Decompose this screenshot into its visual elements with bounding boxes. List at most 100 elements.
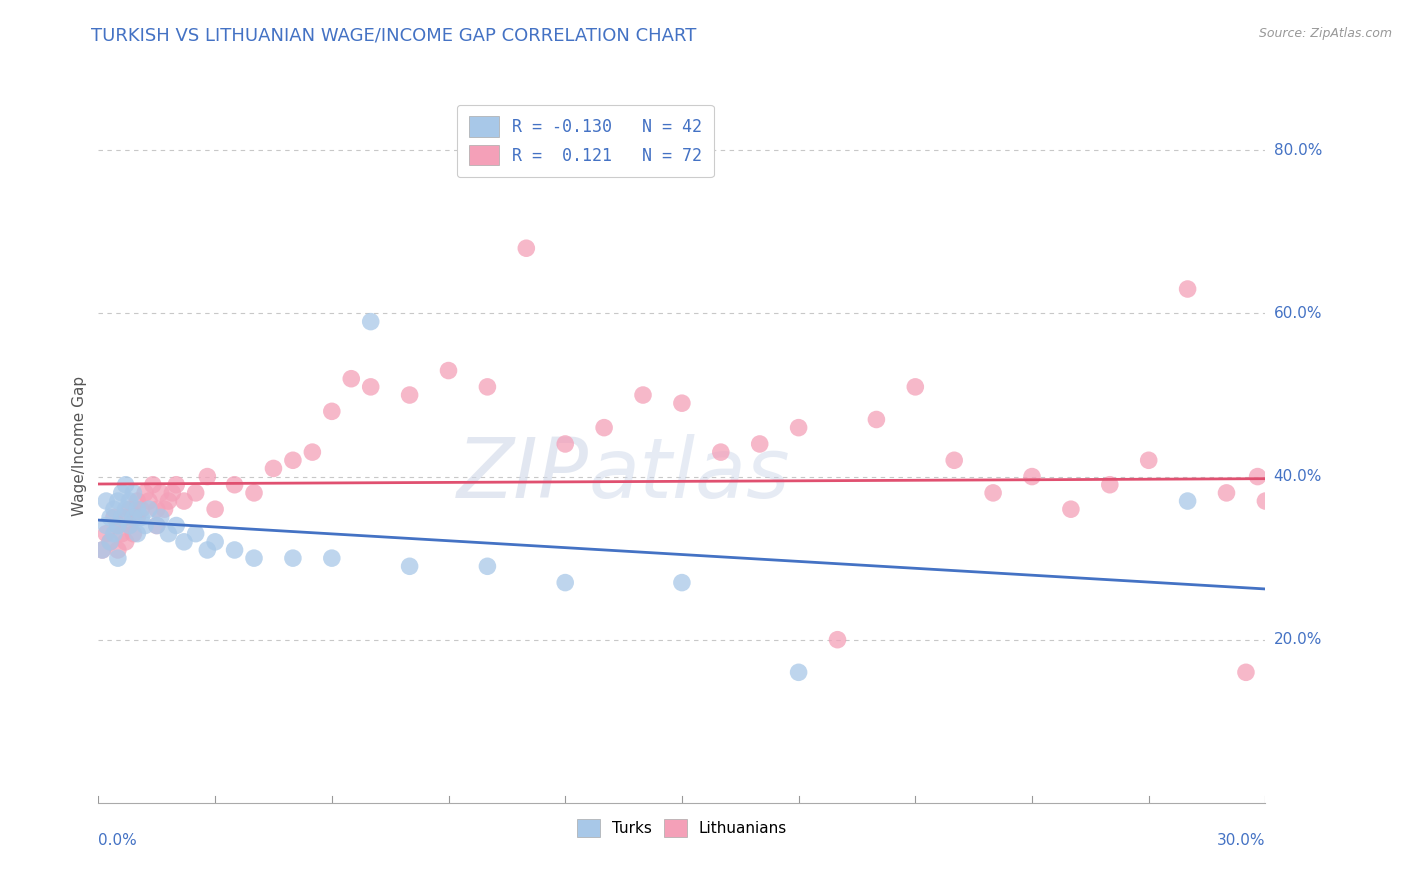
Point bbox=[173, 494, 195, 508]
Point bbox=[127, 502, 149, 516]
Point bbox=[398, 388, 420, 402]
Point bbox=[146, 502, 169, 516]
Text: 80.0%: 80.0% bbox=[1274, 143, 1322, 158]
Point bbox=[127, 494, 149, 508]
Point bbox=[195, 469, 218, 483]
Point bbox=[195, 543, 218, 558]
Point bbox=[671, 575, 693, 590]
Point bbox=[981, 486, 1004, 500]
Point bbox=[671, 396, 693, 410]
Point bbox=[165, 477, 187, 491]
Text: 30.0%: 30.0% bbox=[1218, 833, 1265, 848]
Point bbox=[107, 551, 129, 566]
Point bbox=[301, 445, 323, 459]
Point bbox=[107, 543, 129, 558]
Point bbox=[114, 510, 136, 524]
Point bbox=[173, 534, 195, 549]
Point bbox=[321, 551, 343, 566]
Point bbox=[111, 486, 134, 500]
Legend: Turks, Lithuanians: Turks, Lithuanians bbox=[569, 811, 794, 845]
Point bbox=[943, 453, 966, 467]
Point bbox=[127, 526, 149, 541]
Point bbox=[554, 437, 576, 451]
Point bbox=[142, 477, 165, 491]
Point bbox=[1254, 494, 1277, 508]
Point bbox=[340, 372, 363, 386]
Point bbox=[281, 551, 304, 566]
Point bbox=[1246, 469, 1268, 483]
Point bbox=[157, 526, 180, 541]
Text: atlas: atlas bbox=[589, 434, 790, 515]
Point bbox=[184, 486, 207, 500]
Point bbox=[98, 534, 121, 549]
Point bbox=[1060, 502, 1083, 516]
Point bbox=[1215, 486, 1237, 500]
Point bbox=[477, 380, 499, 394]
Point bbox=[1098, 477, 1121, 491]
Point bbox=[129, 502, 152, 516]
Point bbox=[165, 518, 187, 533]
Point bbox=[138, 502, 160, 516]
Point bbox=[1391, 477, 1406, 491]
Point bbox=[103, 502, 125, 516]
Point bbox=[146, 518, 169, 533]
Point bbox=[118, 518, 141, 533]
Point bbox=[157, 494, 180, 508]
Point bbox=[103, 510, 125, 524]
Point bbox=[204, 502, 226, 516]
Point bbox=[224, 477, 246, 491]
Point bbox=[593, 420, 616, 434]
Text: Source: ZipAtlas.com: Source: ZipAtlas.com bbox=[1258, 27, 1392, 40]
Point bbox=[1274, 486, 1296, 500]
Point bbox=[103, 526, 125, 541]
Text: 20.0%: 20.0% bbox=[1274, 632, 1322, 648]
Point bbox=[138, 494, 160, 508]
Point bbox=[1021, 469, 1043, 483]
Point bbox=[111, 510, 134, 524]
Point bbox=[477, 559, 499, 574]
Y-axis label: Wage/Income Gap: Wage/Income Gap bbox=[72, 376, 87, 516]
Text: 40.0%: 40.0% bbox=[1274, 469, 1322, 484]
Point bbox=[262, 461, 284, 475]
Point bbox=[134, 486, 156, 500]
Point bbox=[153, 502, 176, 516]
Point bbox=[184, 526, 207, 541]
Text: ZIP: ZIP bbox=[457, 434, 589, 515]
Point bbox=[1313, 477, 1336, 491]
Point bbox=[1402, 486, 1406, 500]
Point bbox=[118, 518, 141, 533]
Point bbox=[1234, 665, 1257, 680]
Point bbox=[1137, 453, 1160, 467]
Point bbox=[129, 510, 152, 524]
Point bbox=[96, 526, 118, 541]
Point bbox=[554, 575, 576, 590]
Point bbox=[114, 477, 136, 491]
Text: 0.0%: 0.0% bbox=[98, 833, 138, 848]
Point bbox=[904, 380, 927, 394]
Point bbox=[122, 526, 145, 541]
Point bbox=[1351, 673, 1374, 688]
Point bbox=[122, 510, 145, 524]
Point bbox=[98, 534, 121, 549]
Point bbox=[91, 543, 114, 558]
Point bbox=[107, 518, 129, 533]
Point bbox=[1177, 494, 1199, 508]
Point bbox=[111, 526, 134, 541]
Point bbox=[398, 559, 420, 574]
Text: TURKISH VS LITHUANIAN WAGE/INCOME GAP CORRELATION CHART: TURKISH VS LITHUANIAN WAGE/INCOME GAP CO… bbox=[91, 27, 697, 45]
Point bbox=[748, 437, 770, 451]
Point bbox=[515, 241, 537, 255]
Point bbox=[134, 518, 156, 533]
Point bbox=[1294, 502, 1316, 516]
Point bbox=[1362, 494, 1385, 508]
Point bbox=[96, 518, 118, 533]
Point bbox=[114, 534, 136, 549]
Point bbox=[127, 510, 149, 524]
Point bbox=[243, 486, 266, 500]
Point bbox=[1371, 469, 1393, 483]
Point bbox=[149, 510, 172, 524]
Point bbox=[281, 453, 304, 467]
Point bbox=[865, 412, 887, 426]
Point bbox=[114, 502, 136, 516]
Point bbox=[827, 632, 849, 647]
